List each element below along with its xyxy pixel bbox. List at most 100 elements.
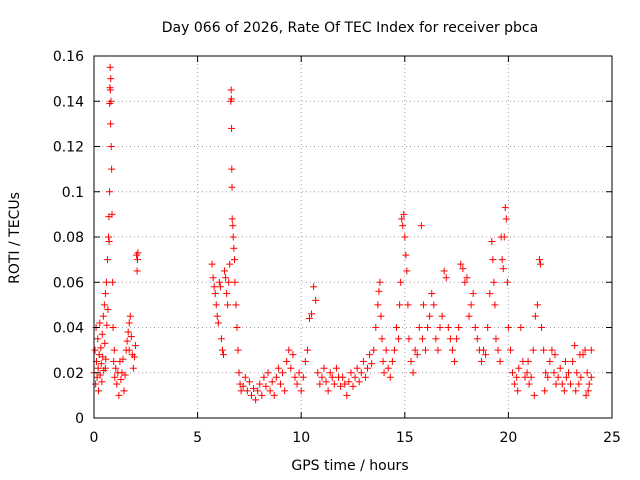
data-point (584, 387, 592, 395)
data-point (491, 301, 499, 309)
data-point (98, 378, 106, 386)
y-tick-label: 0.02 (53, 366, 84, 382)
data-point (506, 346, 514, 354)
data-point (529, 346, 537, 354)
data-point (432, 335, 440, 343)
data-point (228, 165, 236, 173)
data-point (463, 274, 471, 282)
data-point (322, 378, 330, 386)
data-point (556, 364, 564, 372)
data-point (364, 364, 372, 372)
data-point (225, 278, 233, 286)
data-point (104, 305, 112, 313)
data-point (388, 357, 396, 365)
data-point (353, 364, 361, 372)
data-point (108, 210, 116, 218)
data-point (243, 387, 251, 395)
data-point (133, 267, 141, 275)
data-point (418, 335, 426, 343)
data-point (100, 301, 108, 309)
data-point (229, 233, 237, 241)
data-point (434, 346, 442, 354)
data-point (220, 351, 227, 359)
data-point (471, 324, 479, 331)
data-point (107, 143, 115, 150)
data-point (486, 290, 494, 298)
y-tick-labels: 0 0.02 0.04 0.06 0.08 0.1 0.12 0.14 0.16 (53, 49, 84, 427)
data-point (102, 278, 110, 286)
data-point (558, 380, 566, 388)
data-point (125, 346, 133, 354)
data-point (404, 301, 412, 309)
data-point (446, 335, 454, 343)
data-point (417, 222, 425, 230)
data-point (285, 346, 293, 354)
data-point (228, 183, 236, 191)
data-point (530, 391, 538, 399)
data-point (370, 346, 378, 354)
data-point (217, 335, 225, 343)
y-tick-label: 0.12 (53, 140, 84, 156)
data-point (252, 396, 260, 404)
data-point (484, 324, 492, 331)
data-point (576, 351, 584, 359)
data-point (571, 342, 579, 350)
data-point (107, 120, 115, 128)
data-point (134, 249, 142, 257)
data-point (575, 380, 583, 388)
data-point (444, 324, 452, 331)
data-point (397, 278, 405, 286)
data-point (91, 346, 99, 354)
data-point (274, 364, 282, 372)
data-point (499, 265, 507, 273)
data-point (451, 357, 459, 365)
data-point (380, 369, 388, 377)
data-point (546, 357, 554, 365)
data-point (96, 319, 104, 327)
data-point (124, 328, 132, 336)
data-point (402, 251, 410, 259)
data-point (223, 290, 231, 298)
data-points (90, 63, 595, 404)
data-point (455, 324, 463, 331)
data-point (314, 369, 322, 377)
data-point (99, 312, 107, 320)
data-point (291, 373, 299, 381)
data-point (577, 373, 585, 381)
data-point (477, 357, 485, 365)
data-point (299, 373, 307, 381)
data-point (521, 373, 529, 381)
data-point (210, 283, 218, 291)
data-point (106, 86, 114, 94)
data-point (108, 165, 116, 173)
data-point (515, 364, 523, 372)
data-point (222, 274, 230, 282)
data-point (377, 312, 385, 320)
data-point (131, 342, 139, 350)
data-point (303, 346, 311, 354)
data-point (436, 324, 444, 331)
data-point (293, 380, 301, 388)
x-tick-label: 0 (90, 430, 99, 446)
data-point (513, 373, 521, 381)
data-point (562, 373, 570, 381)
data-point (214, 319, 222, 327)
data-point (228, 215, 236, 223)
data-point (129, 364, 137, 372)
x-tick-label: 10 (292, 430, 310, 446)
data-point (216, 283, 224, 291)
data-point (320, 364, 328, 372)
data-point (283, 357, 291, 365)
data-point (107, 75, 115, 83)
data-point (490, 278, 498, 286)
data-point (237, 387, 245, 395)
data-point (101, 339, 109, 347)
data-point (97, 344, 105, 352)
data-point (328, 373, 336, 381)
data-point (112, 364, 120, 372)
data-point (393, 324, 401, 331)
y-tick-label: 0.16 (53, 49, 84, 65)
chart-title: Day 066 of 2026, Rate Of TEC Index for r… (162, 20, 538, 36)
data-point (94, 335, 102, 343)
